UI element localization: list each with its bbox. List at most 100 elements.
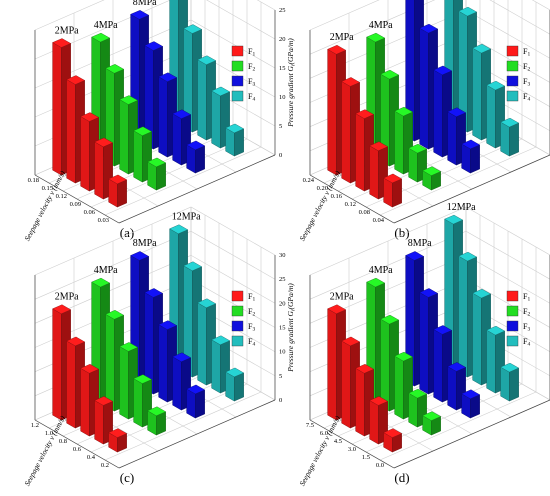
x-axis-title: Seepage velocity v (mm/s) [22, 414, 67, 488]
bar-face-top [108, 428, 128, 438]
bar-face-front [119, 346, 129, 420]
x-tick-label: 0.15 [42, 185, 53, 192]
bar-face-top [105, 64, 125, 74]
bar-face-top [169, 224, 189, 235]
x-tick-label: 0.0 [376, 462, 384, 469]
bar-face-front [80, 116, 90, 192]
bar [225, 123, 245, 157]
z-axis-title-sub: i [291, 64, 297, 66]
x-tick-label: 0.18 [28, 177, 39, 184]
pressure-label: 4MPa [369, 265, 393, 276]
bar-face-top [186, 140, 206, 151]
legend-label: F3 [523, 77, 530, 88]
bar-face-side [509, 122, 519, 157]
axis-line [34, 419, 120, 469]
x-tick-label: 6.0 [320, 430, 328, 437]
bar-face-top [172, 352, 192, 363]
pressure-label: 4MPa [369, 20, 393, 31]
bar-face-top [327, 44, 347, 55]
bar-face-top [408, 388, 428, 399]
bar-face-front [158, 324, 168, 403]
bar-face-front [158, 76, 168, 158]
bar [66, 75, 86, 184]
bar-face-top [327, 304, 347, 315]
x-tick-label: 4.5 [334, 438, 342, 445]
bar-face-top [80, 112, 100, 122]
legend-swatch [231, 320, 244, 332]
bar-face-top [94, 137, 114, 148]
x-tick-label: 0.04 [373, 217, 385, 224]
bar-face-top [119, 95, 139, 105]
legend-label-sub: 2 [252, 67, 255, 73]
z-tick-label: 15 [279, 325, 286, 332]
z-tick-label: 20 [279, 36, 286, 43]
legend-label-sub: 2 [527, 67, 530, 73]
bar-face-top [380, 314, 400, 325]
bar-face-top [394, 351, 414, 362]
bar-face-front [500, 366, 510, 402]
bar [461, 389, 481, 419]
z-tick-label: 30 [279, 252, 286, 259]
bar-face-side [195, 145, 205, 174]
axis-line [34, 174, 120, 224]
axis-line [118, 154, 276, 224]
x-tick-label: 0.03 [98, 217, 109, 224]
bar-face-top [355, 109, 375, 119]
pressure-label: 8MPa [408, 238, 432, 249]
bar-face-top [500, 117, 520, 128]
legend-label-sub: 4 [527, 342, 530, 348]
axis-line [393, 399, 550, 469]
legend-label: F3 [523, 322, 530, 333]
z-tick-label: 5 [279, 123, 282, 130]
x-axis-title: Seepage velocity v (mm/s) [297, 414, 342, 488]
x-tick-label: 0.06 [84, 209, 96, 216]
pressure-label: 4MPa [94, 20, 118, 31]
bar-face-front [500, 121, 510, 157]
bar-face-front [486, 329, 496, 394]
bar-face-front [458, 255, 468, 378]
x-tick-label: 0.16 [331, 193, 343, 200]
legend-swatch [231, 45, 244, 57]
bar-face-front [419, 27, 429, 150]
bar-face-top [183, 24, 203, 34]
wall-grid-line [34, 0, 276, 31]
panel-label: (d) [394, 470, 409, 485]
bar-face-front [380, 318, 390, 412]
bar-face-front [341, 340, 351, 429]
bar-face-top [94, 396, 114, 406]
legend-label-sub: 1 [527, 297, 530, 303]
legend-swatch [506, 305, 519, 317]
bar-face-top [500, 362, 520, 373]
bar-face-front [66, 79, 76, 184]
bar-face-top [422, 166, 442, 176]
legend-label: F1 [523, 47, 530, 58]
legend-label: F2 [248, 307, 255, 318]
bar-face-top [422, 411, 442, 421]
bar-face-top [119, 342, 139, 352]
x-tick-label: 0.20 [317, 185, 328, 192]
bar [447, 362, 467, 411]
legend-swatch [231, 75, 244, 87]
x-tick-label: 0.08 [359, 209, 370, 216]
bar-face-top [130, 251, 150, 261]
bar [172, 109, 192, 166]
bar-face-front [66, 340, 76, 429]
bar-face-top [419, 23, 439, 34]
bar-face-top [172, 109, 192, 119]
legend-swatch [231, 290, 244, 302]
bar-face-top [447, 362, 467, 372]
bar [52, 38, 72, 176]
bar-face-top [225, 123, 245, 134]
bar [500, 117, 520, 157]
bar-face-top [444, 214, 464, 225]
bar-face-front [105, 313, 115, 412]
legend-label-sub: 3 [527, 327, 530, 333]
bar-face-front [197, 302, 207, 386]
bar-face-top [197, 55, 217, 65]
bar-face-top [341, 336, 361, 347]
bar-face-top [130, 10, 150, 20]
bar-face-top [197, 298, 217, 309]
bar-face-top [144, 288, 164, 298]
pressure-label: 8MPa [133, 0, 157, 8]
bar-face-front [80, 367, 90, 437]
